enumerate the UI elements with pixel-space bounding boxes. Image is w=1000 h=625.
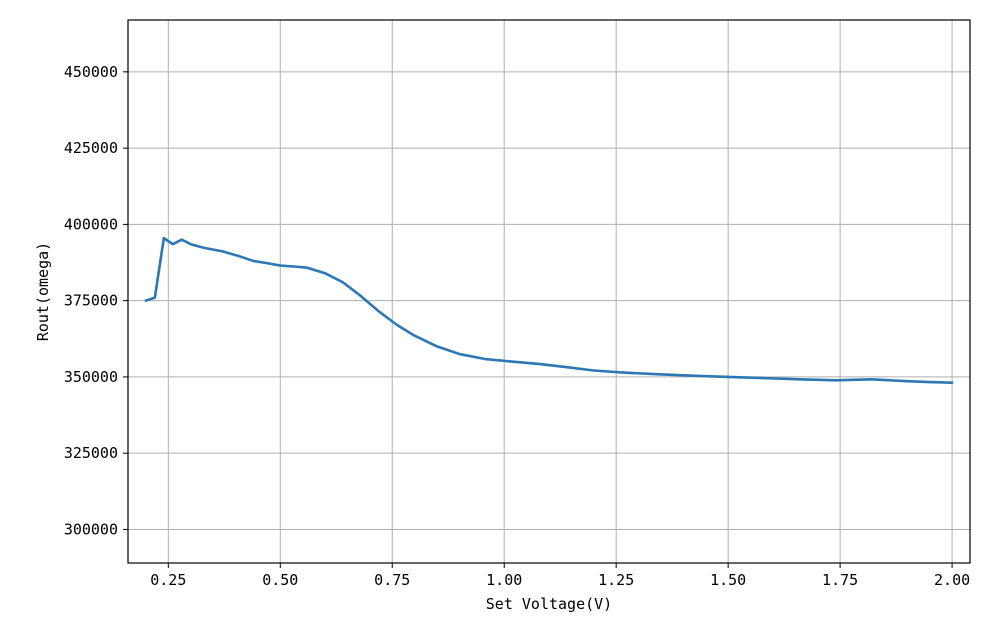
x-tick-label: 0.50 [262,571,298,589]
x-tick-label: 0.75 [374,571,410,589]
y-tick-label: 425000 [64,139,118,157]
y-tick-label: 450000 [64,63,118,81]
y-tick-label: 300000 [64,520,118,538]
y-tick-label: 350000 [64,368,118,386]
y-tick-label: 400000 [64,215,118,233]
y-axis-ticks: 300000 325000 350000 375000 400000 425000 4500… [64,63,128,539]
x-tick-label: 2.00 [934,571,970,589]
line-chart: 0.25 0.50 0.75 1.00 1.25 1.50 1.75 2.00 300000 32… [0,0,1000,625]
x-tick-label: 1.75 [822,571,858,589]
x-tick-label: 0.25 [150,571,186,589]
y-axis-label: Rout(omega) [34,242,52,341]
x-axis-ticks: 0.25 0.50 0.75 1.00 1.25 1.50 1.75 2.00 [150,563,970,589]
y-tick-label: 375000 [64,292,118,310]
x-axis-label: Set Voltage(V) [486,595,612,613]
y-tick-label: 325000 [64,444,118,462]
x-tick-label: 1.25 [598,571,634,589]
x-tick-label: 1.00 [486,571,522,589]
x-tick-label: 1.50 [710,571,746,589]
